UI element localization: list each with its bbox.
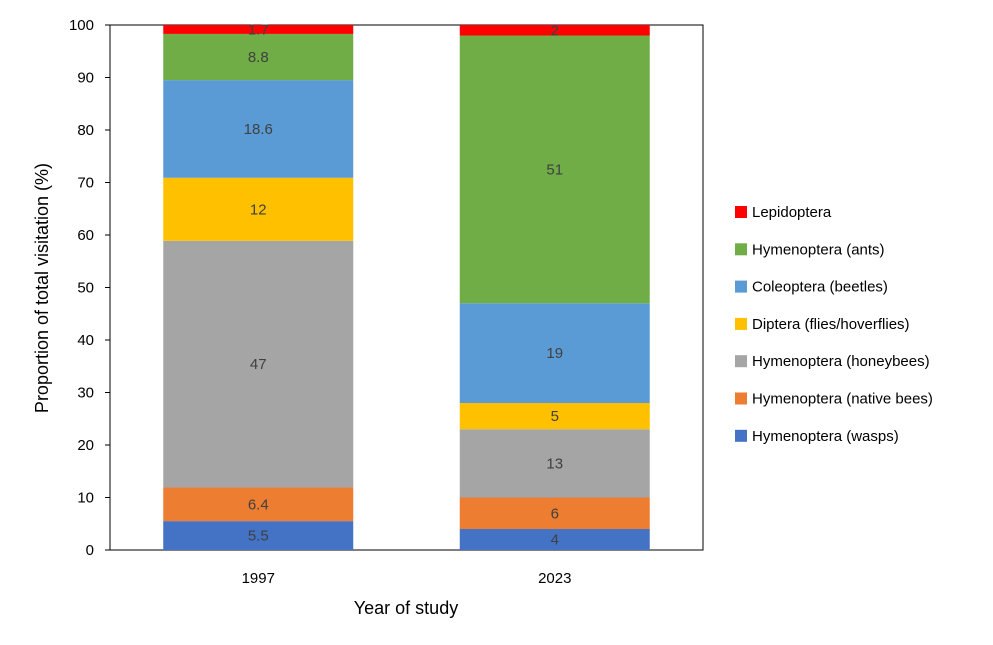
y-tick-label: 50: [77, 280, 94, 297]
y-tick-label: 0: [86, 542, 94, 559]
y-tick-label: 100: [69, 17, 94, 34]
y-tick-label: 90: [77, 70, 94, 87]
y-tick-label: 60: [77, 227, 94, 244]
data-label: 6: [551, 505, 559, 522]
legend-swatch: [735, 280, 747, 293]
bar-segment: [163, 177, 354, 241]
bar-segment: [163, 240, 354, 488]
legend-swatch: [735, 317, 747, 330]
legend-label: Hymenoptera (wasps): [752, 428, 899, 445]
x-axis-title: Year of study: [354, 598, 458, 618]
bar-segment: [163, 25, 354, 34]
x-tick-label: 2023: [538, 570, 571, 587]
data-label: 5: [551, 408, 559, 425]
x-axis: 1997 2023: [242, 570, 572, 587]
legend-label: Hymenoptera (ants): [752, 241, 885, 258]
bars: [163, 25, 650, 550]
data-label: 1.7: [248, 21, 269, 38]
bar-segment: [163, 487, 354, 522]
data-label: 19: [546, 345, 563, 362]
bar-segment: [459, 25, 650, 36]
bar-segment: [459, 497, 650, 529]
bar-segment: [163, 521, 354, 550]
bar-segment: [459, 529, 650, 550]
data-label: 47: [250, 356, 267, 373]
legend-label: Hymenoptera (honeybees): [752, 353, 930, 370]
bar-segment: [163, 80, 354, 178]
legend-swatch: [735, 206, 747, 218]
y-tick-label: 40: [77, 332, 94, 349]
legend-label: Diptera (flies/hoverflies): [752, 316, 910, 333]
data-label: 6.4: [248, 496, 269, 513]
data-labels: 5.5 6.4 47 12 18.6 8.8 1.7 4 6 13 5 19 51 2: [244, 21, 563, 548]
y-tick-label: 30: [77, 385, 94, 402]
legend-label: Hymenoptera (native bees): [752, 391, 933, 408]
data-label: 8.8: [248, 49, 269, 66]
legend-swatch: [735, 429, 747, 442]
legend-swatch: [735, 392, 747, 405]
y-tick-label: 80: [77, 122, 94, 139]
y-axis: 0 10 20 30 40 50 60 70 80 90 100: [69, 17, 110, 559]
legend-label: Lepidoptera: [752, 204, 832, 221]
legend: Lepidoptera Hymenoptera (ants) Coleoptera …: [735, 204, 933, 445]
legend-swatch: [735, 355, 747, 368]
data-label: 5.5: [248, 528, 269, 545]
data-label: 2: [551, 22, 559, 39]
bar-segment: [459, 429, 650, 498]
data-label: 51: [546, 161, 563, 178]
data-label: 12: [250, 201, 267, 218]
y-axis-title: Proportion of total visitation (%): [32, 163, 52, 413]
data-label: 4: [551, 532, 559, 549]
x-tick-label: 1997: [242, 570, 275, 587]
bar-segment: [163, 33, 354, 81]
bar-segment: [459, 303, 650, 403]
bar-segment: [459, 403, 650, 430]
y-tick-label: 20: [77, 437, 94, 454]
bar-segment: [459, 35, 650, 304]
data-label: 18.6: [244, 121, 273, 138]
legend-swatch: [735, 243, 747, 256]
data-label: 13: [546, 455, 563, 472]
legend-label: Coleoptera (beetles): [752, 279, 888, 296]
y-tick-label: 10: [77, 490, 94, 507]
y-tick-label: 70: [77, 175, 94, 192]
